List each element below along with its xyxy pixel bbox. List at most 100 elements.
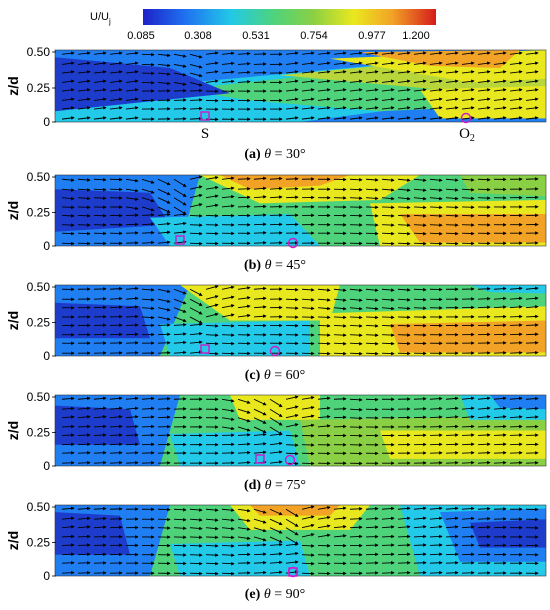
velocity-vector <box>109 116 123 120</box>
velocity-vector <box>285 461 299 466</box>
velocity-vector <box>429 406 443 411</box>
velocity-vector <box>221 535 235 540</box>
velocity-vector <box>493 450 507 455</box>
velocity-vector <box>301 97 315 102</box>
velocity-vector <box>269 195 283 199</box>
velocity-vector <box>285 287 299 292</box>
velocity-vector <box>61 506 75 511</box>
velocity-vector <box>413 506 427 511</box>
contour-region <box>170 540 310 576</box>
velocity-vector <box>269 527 283 534</box>
velocity-vector <box>333 516 347 520</box>
velocity-vector <box>109 450 123 455</box>
velocity-vector <box>429 525 443 529</box>
velocity-vector <box>493 415 507 419</box>
velocity-vector <box>381 88 395 92</box>
velocity-vector <box>461 61 475 66</box>
velocity-vector <box>237 408 251 414</box>
velocity-vector <box>397 306 411 311</box>
marker-circle <box>287 566 299 578</box>
velocity-vector <box>429 205 443 210</box>
velocity-vector <box>445 51 459 55</box>
panels-group: z/d 0.50 0.25 0 S O2 (a) θ = 30° z/d 0.50 0.25 0 (b… <box>5 45 547 602</box>
velocity-vector <box>189 116 203 121</box>
velocity-vector <box>317 116 331 120</box>
velocity-vector <box>477 305 491 310</box>
velocity-vector <box>237 460 251 465</box>
velocity-vector <box>253 408 267 416</box>
velocity-vector <box>237 296 251 300</box>
velocity-vector <box>381 106 395 110</box>
velocity-vector <box>477 97 491 102</box>
velocity-vector <box>237 70 251 75</box>
velocity-vector <box>125 305 139 309</box>
velocity-vector <box>205 303 219 309</box>
contour-region <box>170 430 300 466</box>
velocity-vector <box>381 324 395 328</box>
velocity-vector <box>125 97 139 102</box>
velocity-vector <box>189 340 203 345</box>
velocity-vector <box>477 296 491 301</box>
velocity-vector <box>125 460 139 465</box>
velocity-vector <box>157 222 171 226</box>
velocity-vector <box>301 523 315 529</box>
velocity-vector <box>397 560 411 565</box>
velocity-vector <box>445 451 459 455</box>
velocity-vector <box>221 79 235 84</box>
velocity-vector <box>477 61 491 66</box>
velocity-vector <box>445 116 459 120</box>
velocity-vector <box>269 441 283 446</box>
velocity-vector <box>237 426 251 432</box>
velocity-vector <box>397 298 411 302</box>
velocity-vector <box>317 505 331 510</box>
velocity-vector <box>317 79 331 84</box>
velocity-vector <box>221 408 235 413</box>
velocity-vector <box>477 506 491 511</box>
marker-label-o2-main: O <box>459 126 470 142</box>
velocity-vector <box>285 423 299 428</box>
velocity-vector <box>349 507 363 511</box>
velocity-vector <box>477 177 491 182</box>
velocity-vector <box>493 79 507 84</box>
velocity-vector <box>189 63 203 69</box>
velocity-vector <box>157 332 171 337</box>
velocity-vector <box>365 306 379 311</box>
velocity-vector <box>221 70 235 74</box>
y-tick-label: 0.25 <box>27 81 51 95</box>
velocity-vector <box>381 288 395 292</box>
velocity-vector <box>269 518 283 526</box>
velocity-vector <box>349 88 363 92</box>
velocity-vector <box>397 223 411 227</box>
velocity-vector <box>445 460 459 465</box>
panel-caption-letter: (b) <box>244 258 261 273</box>
velocity-vector <box>173 507 187 512</box>
marker-square <box>200 344 210 354</box>
velocity-vector <box>285 542 299 547</box>
velocity-vector <box>61 88 75 92</box>
velocity-vector <box>333 524 347 529</box>
velocity-vector <box>477 286 491 291</box>
velocity-vector <box>269 176 283 181</box>
velocity-vector <box>317 315 331 320</box>
velocity-vector <box>461 450 475 455</box>
velocity-vector <box>253 518 267 524</box>
contour-region <box>470 519 546 548</box>
velocity-vector <box>461 88 475 92</box>
velocity-vector <box>253 450 267 455</box>
velocity-vector <box>429 231 443 236</box>
velocity-vector <box>509 305 523 309</box>
velocity-vector <box>509 332 523 337</box>
velocity-vector <box>381 516 395 521</box>
velocity-vector <box>189 193 203 199</box>
panel-caption: (d) θ = 75° <box>244 478 306 493</box>
velocity-vector <box>301 116 315 120</box>
panel-caption: (e) θ = 90° <box>245 587 305 602</box>
panel-caption-equals: = <box>271 587 286 602</box>
velocity-vector <box>221 204 235 208</box>
velocity-vector <box>509 106 523 110</box>
colorbar-tick-label: 0.085 <box>127 30 155 42</box>
panel-caption: (c) θ = 60° <box>245 368 305 383</box>
velocity-vector <box>413 241 427 246</box>
velocity-vector <box>173 316 187 323</box>
velocity-vector <box>285 177 299 181</box>
